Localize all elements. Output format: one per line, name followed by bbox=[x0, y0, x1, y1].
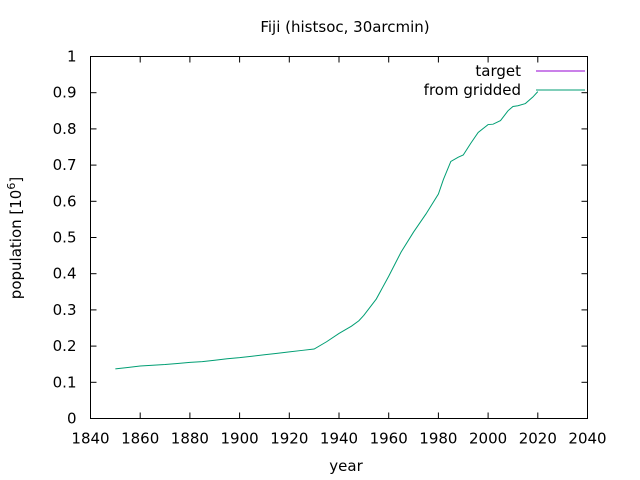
y-tick-label: 0.7 bbox=[53, 156, 77, 174]
x-tick-label: 1880 bbox=[171, 430, 209, 448]
x-axis: 1840 1860 1880 1900 1920 1940 1960 1980 2000 2020… bbox=[71, 56, 607, 448]
series-line-from-gridded bbox=[115, 91, 539, 370]
x-tick-label: 2000 bbox=[469, 430, 507, 448]
y-tick-label: 0.9 bbox=[53, 84, 77, 102]
x-axis-label: year bbox=[329, 457, 363, 475]
x-tick-label: 1960 bbox=[370, 430, 408, 448]
x-tick-label: 1920 bbox=[270, 430, 308, 448]
y-axis-label-main: population [10 bbox=[7, 190, 25, 300]
x-tick-label: 1860 bbox=[121, 430, 159, 448]
x-tick-label: 1980 bbox=[419, 430, 457, 448]
y-tick-label: 0.5 bbox=[53, 229, 77, 247]
y-axis-label: population [106] bbox=[5, 177, 25, 299]
chart-title: Fiji (histsoc, 30arcmin) bbox=[260, 18, 429, 36]
series-layer bbox=[115, 91, 539, 370]
legend-label: from gridded bbox=[424, 81, 521, 99]
y-tick-label: 0.8 bbox=[53, 120, 77, 138]
y-tick-label: 0.2 bbox=[53, 337, 77, 355]
x-tick-label: 1940 bbox=[320, 430, 358, 448]
y-tick-label: 0.1 bbox=[53, 373, 77, 391]
x-tick-label: 2040 bbox=[568, 430, 606, 448]
y-tick-label: 0.6 bbox=[53, 192, 77, 210]
y-axis-label-exponent: 6 bbox=[5, 183, 18, 190]
legend-label: target bbox=[475, 62, 521, 80]
y-axis-label-close: ] bbox=[7, 177, 25, 183]
y-tick-label: 0.3 bbox=[53, 301, 77, 319]
y-tick-label: 0.4 bbox=[53, 265, 77, 283]
x-tick-label: 2020 bbox=[519, 430, 557, 448]
y-axis: 0 0.1 0.2 0.3 0.4 0.5 0.6 0.7 0.8 0.9 1 bbox=[53, 48, 588, 428]
y-tick-label: 0 bbox=[67, 410, 77, 428]
y-tick-label: 1 bbox=[67, 48, 77, 66]
x-tick-label: 1840 bbox=[71, 430, 109, 448]
x-tick-label: 1900 bbox=[221, 430, 259, 448]
